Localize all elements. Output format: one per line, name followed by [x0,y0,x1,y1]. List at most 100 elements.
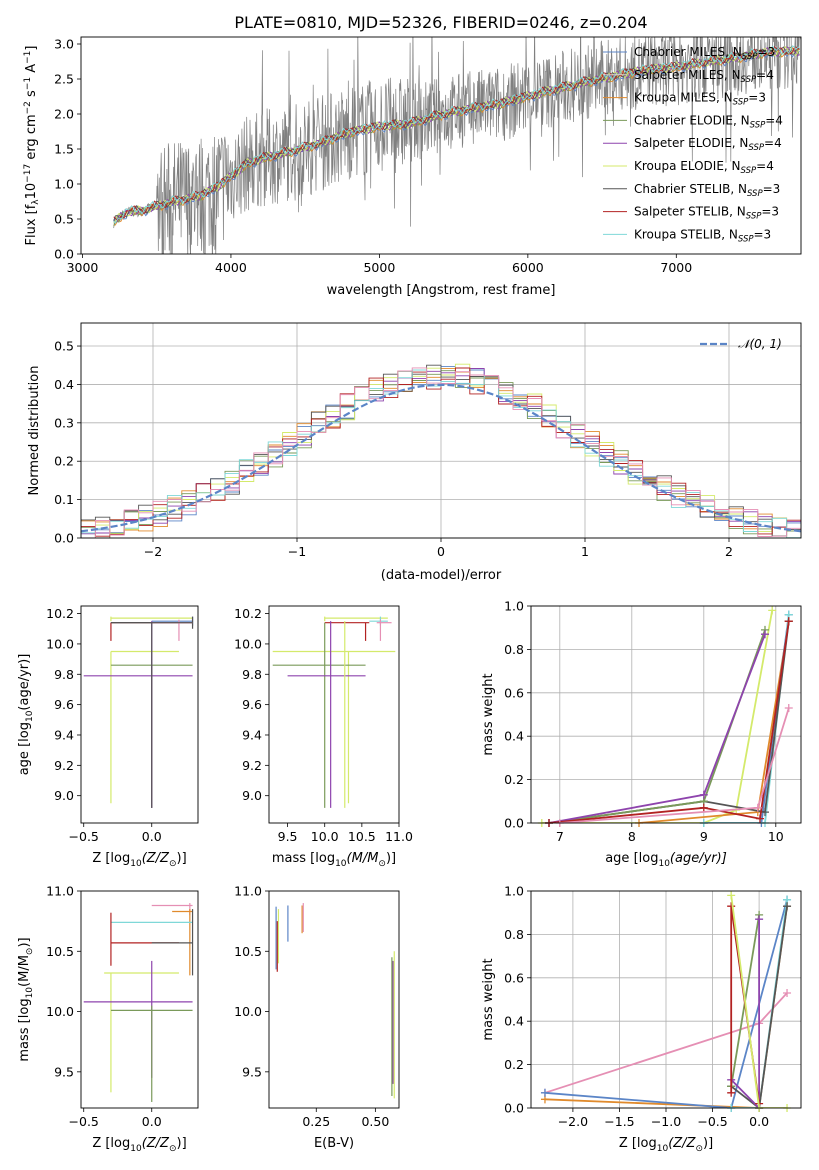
y-tick-label: 9.8 [242,667,262,682]
x-tick-label: −0.5 [69,1114,99,1129]
legend-sub: SSP [738,234,754,244]
data-point [324,622,370,641]
y-tick-label: 1.0 [504,599,524,614]
data-point [172,909,193,976]
x-tick-label: −1 [288,544,306,559]
model-spectrum [113,46,800,222]
x-tick-label: 10.0 [311,829,339,844]
y-tick-label: 2.5 [54,72,74,87]
legend-entry: Salpeter STELIB, NSSP=3 [634,205,779,222]
data-point [83,960,193,1078]
x-axis-label: mass [log10(M/M⊙)] [272,851,396,869]
y-axis-label: Flux [fλ10−17 erg cm−2 s−1 A−1] [23,46,41,246]
label-part: −1 [23,77,33,90]
legend-sub: SSP [750,120,766,130]
data-point [151,909,194,976]
weight-series [730,919,760,1108]
y-tick-label: 9.2 [242,758,262,773]
y-tick-label: 9.5 [242,1064,262,1079]
axes-frame [80,890,199,1109]
x-tick-label: 9 [700,829,708,844]
y-tick-label: 10.2 [234,606,262,621]
x-tick-label: −2 [144,544,162,559]
mass_vs_ebv-panel: 0.25 0.50 9.5 10.0 10.5 11.0 E(B-V) [234,884,400,1151]
weight-series [638,621,790,823]
label-part: ⊙ [378,859,386,869]
observed-spectrum [113,37,801,254]
y-tick-label: 9.0 [242,788,262,803]
label-part: ⊙ [169,1144,177,1154]
weight_vs_Z-panel: −2.0 −1.5 −1.0 −0.5 0.0 0.0 0.2 0.4 0.6 0.8 1.0 Z [… [481,884,802,1154]
legend-sub: SSP [741,75,757,85]
legend-entry: Chabrier ELODIE, NSSP=4 [634,113,783,130]
axes-frame [268,890,400,1109]
legend-n: =3 [757,45,775,59]
label-part: (M/M [17,955,32,987]
data-point [83,621,193,808]
y-axis-label: mass weight [481,958,496,1040]
model-spectrum [113,45,800,224]
x-axis-label: Z [log10(Z/Z⊙)] [92,1136,186,1154]
legend-entry: Kroupa ELODIE, NSSP=4 [634,159,774,176]
x-axis-label: (data-model)/error [381,568,502,583]
residual-histogram [81,367,801,538]
legend-entry: 𝒩(0, 1) [738,337,782,351]
y-tick-label: 9.0 [54,788,74,803]
y-tick-label: 9.8 [54,667,74,682]
y-tick-label: 0.4 [504,1014,524,1029]
y-tick-label: 3.0 [54,37,74,52]
weight-marker [753,803,762,812]
weight-marker [784,703,793,712]
y-tick-label: 9.2 [54,758,74,773]
y-tick-label: 0.3 [54,415,74,430]
label-part: mass [log [272,851,335,866]
y-tick-label: 0.2 [54,454,74,469]
weight-marker [699,790,708,799]
legend-label: Chabrier STELIB, N [634,182,747,196]
label-part: Flux [f [24,204,39,245]
label-part: 10 [130,1144,142,1154]
y-tick-label: 0.4 [504,729,524,744]
residuals-panel: −2 −1 0 1 2 0.0 0.1 0.2 0.3 0.4 0.5 𝒩(0, 1) (data-mo… [27,322,802,583]
label-part: (Z/Z [142,1136,170,1151]
x-tick-label: 1 [581,544,589,559]
legend-n: =4 [765,113,783,127]
legend-entry: Chabrier STELIB, NSSP=3 [634,182,780,199]
weight-series [548,629,766,823]
label-part: −17 [23,164,33,183]
label-part: ⊙ [695,1144,703,1154]
data-point [104,972,179,1093]
x-tick-label: 10 [768,829,784,844]
data-point [287,621,366,808]
legend-entry: Chabrier MILES, NSSP=3 [634,45,775,62]
weight-series [541,610,774,823]
model-spectrum [113,45,800,224]
age_vs_mass-panel: 9.5 10.0 10.5 11.0 9.0 9.2 9.4 9.6 9.8 10.0 10.2 ma… [234,605,413,869]
x-tick-label: 3000 [67,260,99,275]
x-tick-label: 0.0 [142,829,162,844]
x-tick-label: 2 [725,544,733,559]
label-part: 10 [658,859,670,869]
weight-series [730,906,788,1108]
weight-series [548,633,766,823]
x-tick-label: 9.5 [278,829,298,844]
axes-frame [80,605,199,824]
legend-n: =3 [763,182,781,196]
legend-sub: SSP [746,212,762,222]
legend-entry: Kroupa MILES, NSSP=3 [634,91,766,108]
label-part: )] [177,851,187,866]
weight-series [548,621,790,823]
y-tick-label: 1.5 [54,142,74,157]
weight-marker [768,606,777,615]
x-tick-label: 0 [437,544,445,559]
label-part: A [24,64,39,77]
axes-frame [80,36,802,255]
y-tick-label: 0.6 [504,685,524,700]
legend-n: =3 [761,205,779,219]
x-tick-label: 0.0 [142,1114,162,1129]
axes-frame [80,322,802,539]
y-tick-label: 0.0 [504,1101,524,1116]
weight-marker [784,617,793,626]
weight-marker [540,1088,549,1097]
